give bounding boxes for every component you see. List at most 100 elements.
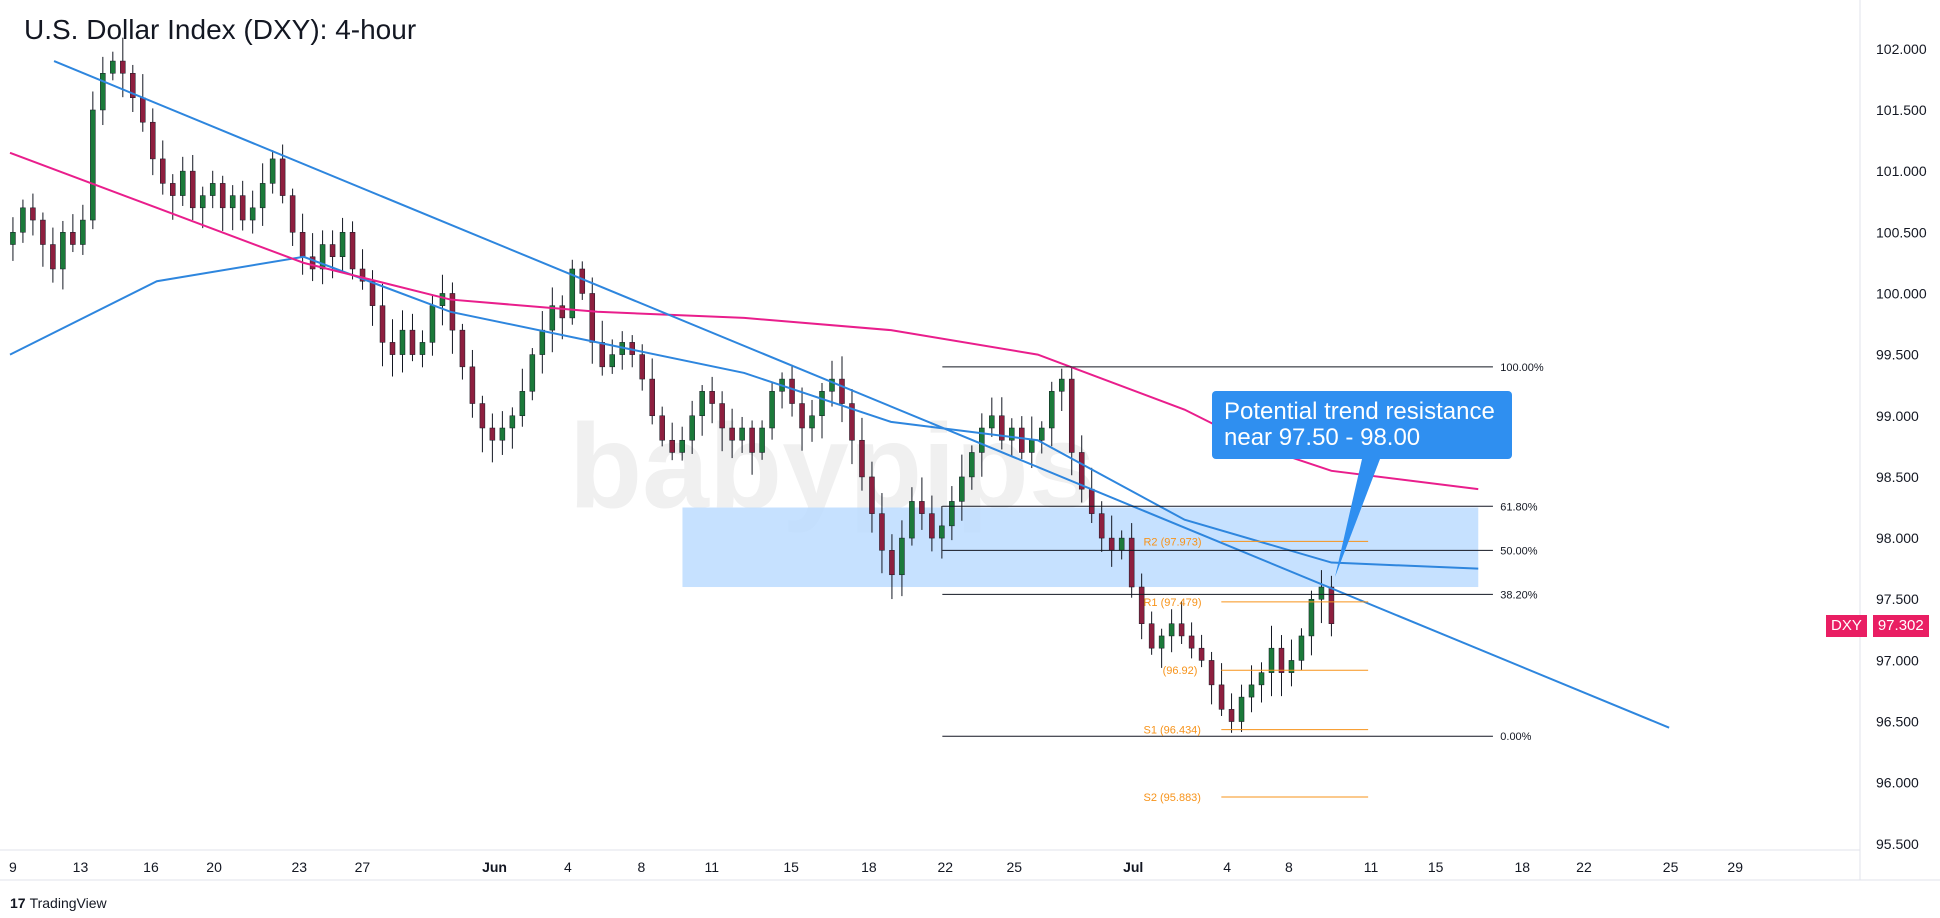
y-tick-label: 99.000 — [1876, 408, 1919, 424]
x-tick-label: 27 — [355, 859, 371, 875]
candle-body — [1228, 709, 1235, 722]
candle-body — [50, 244, 56, 270]
candle-body — [479, 403, 486, 429]
x-tick-label: 11 — [1364, 859, 1379, 875]
candle-body — [489, 427, 496, 441]
candle-body — [279, 158, 286, 196]
candle-body — [749, 427, 755, 453]
candle-body — [1108, 537, 1115, 551]
candle-body — [80, 219, 86, 245]
candle-body — [309, 256, 316, 270]
pivot-label: S1 (96.434) — [1143, 725, 1200, 737]
candle-body — [999, 415, 1005, 441]
candle-body — [639, 354, 645, 380]
x-tick-label: 25 — [1663, 859, 1679, 875]
candle-body — [419, 342, 426, 355]
candle-body — [949, 501, 955, 527]
tradingview-logo-icon: 17 — [10, 895, 26, 911]
candle-body — [1198, 647, 1205, 661]
annotation-callout: Potential trend resistance near 97.50 - … — [1212, 391, 1512, 459]
candle-body — [989, 415, 995, 429]
candle-body — [889, 550, 895, 576]
y-tick-label: 97.500 — [1876, 591, 1919, 607]
y-tick-label: 100.000 — [1876, 285, 1927, 301]
candle-body — [1298, 635, 1305, 661]
candle-body — [499, 427, 506, 441]
downtrend-line — [53, 60, 1670, 729]
candle-body — [100, 73, 106, 111]
candle-body — [30, 207, 36, 221]
candle-body — [709, 391, 715, 404]
candle-body — [589, 293, 596, 343]
x-tick-label: 8 — [637, 859, 645, 875]
x-tick-label: 20 — [206, 859, 222, 875]
candle-body — [799, 403, 805, 429]
candle-body — [959, 476, 965, 502]
candle-body — [140, 97, 146, 123]
candle-body — [609, 354, 616, 368]
candle-body — [729, 427, 735, 441]
candle-body — [1009, 427, 1015, 441]
x-tick-label: 11 — [705, 859, 720, 875]
y-tick-label: 99.500 — [1876, 347, 1919, 363]
candle-body — [469, 366, 476, 404]
candle-body — [569, 268, 576, 319]
candle-body — [719, 403, 725, 429]
candle-body — [170, 183, 176, 196]
candle-body — [150, 121, 156, 160]
x-tick-label: 4 — [1223, 859, 1231, 875]
candle-body — [579, 268, 586, 294]
candle-body — [829, 378, 835, 392]
candle-body — [839, 378, 845, 404]
candle-body — [1138, 586, 1145, 624]
candle-body — [1288, 660, 1295, 673]
candle-body — [299, 232, 306, 258]
x-tick-label: 18 — [1515, 859, 1531, 875]
tradingview-brand[interactable]: 17 TradingView — [10, 895, 107, 911]
candle-body — [269, 158, 276, 184]
x-tick-label: 22 — [937, 859, 953, 875]
moving-average-fast — [9, 255, 1479, 570]
candle-body — [1278, 647, 1285, 673]
candle-body — [929, 513, 935, 539]
x-tick-label: 18 — [861, 859, 877, 875]
fib-level-label: 100.00% — [1500, 362, 1544, 374]
callout-pointer — [1335, 459, 1380, 577]
candle-body — [899, 537, 905, 576]
candle-body — [179, 170, 186, 196]
x-tick-label: 29 — [1727, 859, 1743, 875]
candle-body — [60, 232, 66, 270]
x-tick-label: 13 — [73, 859, 89, 875]
candle-body — [429, 305, 436, 343]
candle-body — [229, 195, 236, 209]
candle-body — [249, 207, 256, 221]
candle-body — [369, 280, 376, 306]
pivot-label: S2 (95.883) — [1143, 792, 1200, 804]
candle-body — [319, 244, 326, 270]
candle-body — [759, 427, 765, 453]
pivot-label: (96.92) — [1163, 665, 1198, 677]
candle-body — [1128, 537, 1135, 588]
candle-body — [539, 329, 546, 355]
candle-body — [879, 513, 885, 551]
y-tick-label: 101.000 — [1876, 163, 1927, 179]
candle-body — [1118, 537, 1125, 551]
candle-body — [339, 232, 346, 258]
candle-body — [679, 439, 685, 453]
candle-body — [1098, 513, 1105, 539]
x-tick-label: 15 — [783, 859, 799, 875]
fib-level-label: 0.00% — [1500, 731, 1531, 743]
candle-body — [189, 170, 196, 209]
candle-body — [1218, 684, 1225, 710]
candle-body — [130, 73, 136, 98]
candle-body — [1238, 696, 1245, 722]
candle-body — [199, 195, 206, 209]
candle-body — [649, 378, 655, 417]
x-tick-label: 16 — [143, 859, 159, 875]
candle-body — [379, 305, 386, 343]
candle-body — [349, 232, 356, 270]
y-tick-label: 95.500 — [1876, 836, 1919, 852]
last-price-tag: DXY 97.302 — [1826, 615, 1929, 637]
candle-body — [1318, 586, 1325, 600]
